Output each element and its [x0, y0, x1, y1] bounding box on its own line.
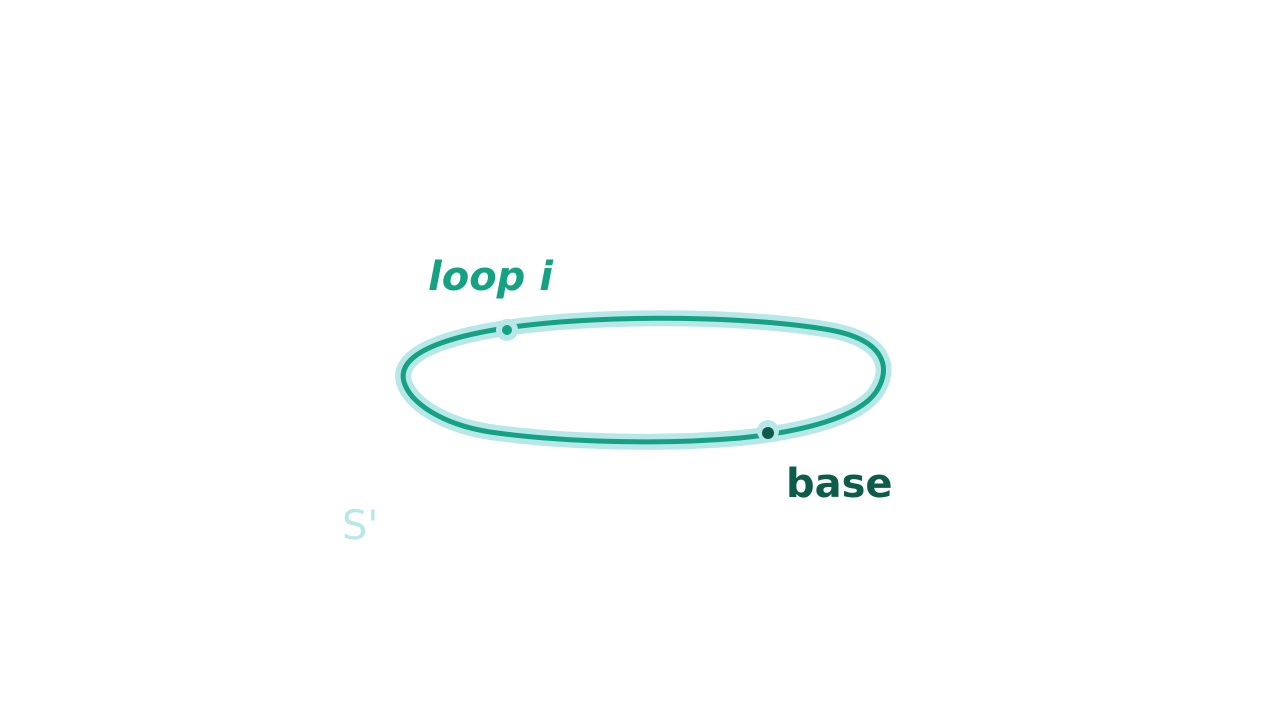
space-label: S': [342, 503, 378, 549]
base-point: [762, 427, 774, 439]
loop-point: [502, 325, 512, 335]
base-label: base: [786, 461, 893, 507]
loop-label: loop i: [428, 254, 554, 300]
loop-halo: [395, 310, 892, 450]
loop-curve: [400, 315, 886, 445]
